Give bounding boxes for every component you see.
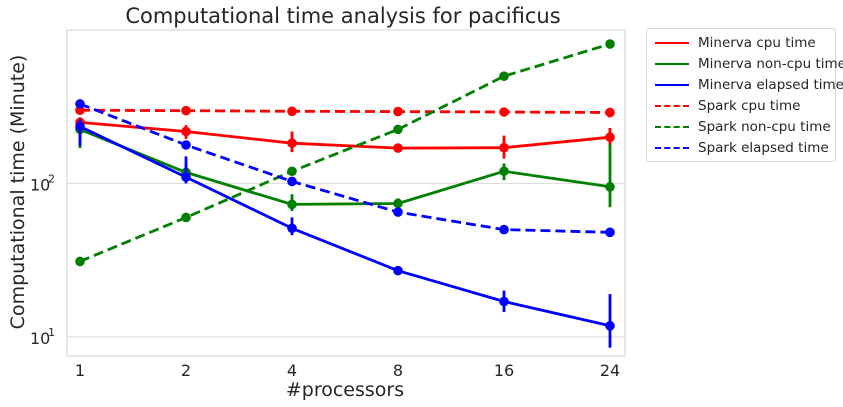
data-point: [287, 166, 297, 177]
y-tick-exponent: 2: [48, 172, 55, 185]
series-0: [75, 117, 615, 159]
data-point: [499, 107, 509, 117]
legend-label: Minerva elapsed time: [698, 77, 843, 93]
series-4: [75, 39, 615, 267]
data-point: [499, 142, 509, 153]
series-2: [75, 119, 615, 348]
data-point: [605, 227, 615, 238]
data-point: [287, 138, 297, 148]
series-line: [79, 108, 611, 114]
legend-label: Spark elapsed time: [698, 140, 829, 156]
data-point: [75, 121, 85, 132]
data-point: [181, 126, 191, 137]
x-tick-label: 24: [600, 361, 620, 380]
data-point: [75, 99, 85, 109]
data-point: [287, 106, 297, 117]
series-group: [75, 39, 615, 348]
y-axis-label: Computational time (Minute): [7, 55, 29, 330]
legend-label: Minerva cpu time: [698, 35, 816, 51]
data-point: [393, 198, 403, 209]
series-line: [79, 128, 611, 206]
data-point: [499, 166, 509, 177]
legend-swatch: [655, 63, 689, 65]
legend-item: Spark cpu time: [655, 96, 800, 116]
data-point: [605, 132, 615, 143]
data-point: [605, 321, 615, 331]
y-tick-label: 10: [30, 329, 50, 348]
data-point: [75, 256, 85, 267]
x-tick-label: 1: [75, 361, 85, 380]
x-tick-label: 8: [393, 361, 403, 380]
legend-item: Minerva cpu time: [655, 33, 816, 53]
data-point: [605, 107, 615, 118]
data-point: [499, 224, 509, 235]
legend-swatch: [655, 84, 689, 86]
data-point: [393, 143, 403, 153]
series-line: [79, 42, 611, 263]
legend-label: Spark non-cpu time: [698, 119, 831, 135]
series-line: [79, 121, 611, 150]
data-point: [287, 199, 297, 210]
data-point: [181, 105, 191, 116]
data-point: [181, 212, 191, 223]
data-point: [605, 182, 615, 192]
legend-label: Spark cpu time: [698, 98, 801, 114]
legend-swatch: [655, 105, 689, 107]
data-point: [287, 176, 297, 187]
legend-swatch: [655, 147, 689, 149]
legend-item: Spark elapsed time: [655, 138, 829, 158]
data-point: [287, 223, 297, 234]
data-point: [181, 172, 191, 182]
x-axis-label: #processors: [286, 379, 404, 401]
y-tick-label: 10: [30, 175, 50, 194]
grid-lines: [67, 182, 625, 338]
legend-item: Minerva elapsed time: [655, 75, 843, 95]
y-tick-exponent: 1: [48, 326, 55, 339]
legend-item: Spark non-cpu time: [655, 117, 831, 137]
chart-title: Computational time analysis for pacificu…: [125, 4, 560, 28]
legend: Minerva cpu time Minerva non-cpu time Mine…: [646, 28, 843, 162]
data-point: [499, 71, 509, 81]
data-point: [393, 106, 403, 117]
legend-swatch: [655, 42, 689, 44]
legend-item: Minerva non-cpu time: [655, 54, 843, 74]
series-line: [79, 125, 611, 328]
x-tick-labels: 1 2 4 8 16 24: [75, 361, 620, 380]
plot-area: [66, 29, 626, 357]
legend-swatch: [655, 126, 689, 128]
data-point: [499, 296, 509, 307]
data-point: [181, 140, 191, 150]
x-tick-label: 2: [181, 361, 191, 380]
legend-label: Minerva non-cpu time: [698, 56, 843, 72]
data-point: [393, 207, 403, 217]
data-point: [393, 124, 403, 135]
data-point: [393, 265, 403, 276]
data-point: [605, 39, 615, 49]
series-line: [79, 102, 611, 234]
x-tick-label: 4: [287, 361, 297, 380]
series-5: [75, 99, 615, 238]
x-tick-label: 16: [494, 361, 514, 380]
